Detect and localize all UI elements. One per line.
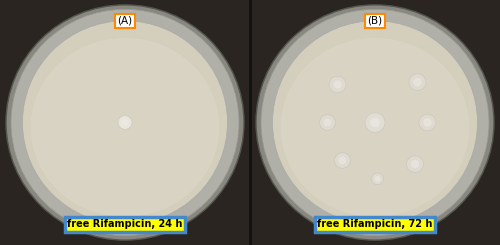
Ellipse shape xyxy=(409,74,426,90)
Ellipse shape xyxy=(338,157,346,164)
Text: free Rifampicin, 72 h: free Rifampicin, 72 h xyxy=(318,219,432,229)
Ellipse shape xyxy=(280,38,469,217)
Ellipse shape xyxy=(374,176,380,182)
Ellipse shape xyxy=(261,9,489,236)
Ellipse shape xyxy=(324,119,332,126)
Ellipse shape xyxy=(6,5,244,240)
Ellipse shape xyxy=(406,156,424,172)
Ellipse shape xyxy=(11,9,239,236)
Ellipse shape xyxy=(334,153,350,168)
Ellipse shape xyxy=(333,80,342,89)
Ellipse shape xyxy=(22,21,228,224)
Ellipse shape xyxy=(256,5,494,240)
Text: (B): (B) xyxy=(368,16,382,26)
Text: (A): (A) xyxy=(118,16,132,26)
Ellipse shape xyxy=(365,113,385,132)
Ellipse shape xyxy=(329,76,346,93)
Ellipse shape xyxy=(320,115,336,130)
Ellipse shape xyxy=(370,118,380,127)
Ellipse shape xyxy=(372,173,384,185)
Ellipse shape xyxy=(118,116,132,129)
Ellipse shape xyxy=(272,21,478,224)
Ellipse shape xyxy=(419,114,436,131)
Ellipse shape xyxy=(30,38,220,217)
Ellipse shape xyxy=(122,119,128,126)
Text: free Rifampicin, 24 h: free Rifampicin, 24 h xyxy=(68,219,182,229)
Ellipse shape xyxy=(411,160,419,168)
Ellipse shape xyxy=(413,78,422,86)
Ellipse shape xyxy=(423,118,432,127)
